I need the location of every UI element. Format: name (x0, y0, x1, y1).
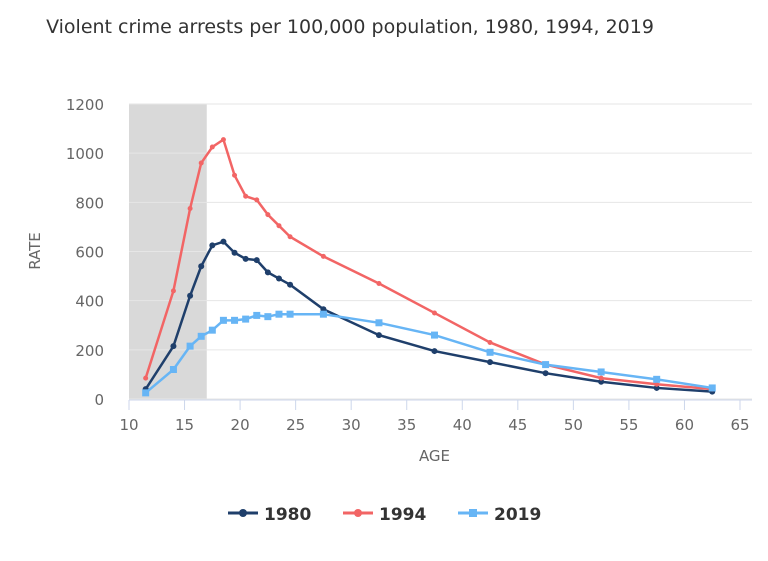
data-point-1980 (264, 269, 271, 276)
data-point-1980 (431, 348, 438, 355)
data-point-2019 (208, 326, 216, 334)
x-tick-label: 10 (119, 416, 138, 434)
x-tick-label: 30 (342, 416, 361, 434)
data-point-1994 (320, 253, 326, 259)
data-point-1980 (653, 384, 660, 391)
data-point-2019 (253, 311, 261, 319)
data-point-1994 (598, 375, 604, 381)
x-tick-label: 60 (675, 416, 694, 434)
x-tick-label: 45 (508, 416, 527, 434)
chart-title: Violent crime arrests per 100,000 popula… (46, 16, 654, 38)
data-point-1994 (198, 160, 204, 166)
data-point-2019 (431, 331, 438, 339)
x-tick-label: 25 (286, 416, 305, 434)
y-tick-label: 800 (75, 194, 104, 212)
y-tick-label: 200 (75, 342, 104, 360)
data-point-1994 (254, 197, 260, 203)
data-point-1980 (598, 378, 605, 385)
data-point-1994 (143, 375, 149, 381)
y-tick-label: 600 (75, 244, 104, 262)
legend-marker (354, 509, 362, 517)
data-point-1980 (375, 332, 382, 339)
y-tick-label: 1000 (66, 145, 104, 163)
x-axis-label: AGE (419, 447, 450, 465)
data-point-1980 (198, 263, 205, 270)
data-point-1980 (487, 359, 494, 366)
data-point-2019 (242, 315, 250, 323)
data-point-2019 (197, 332, 205, 340)
data-point-1994 (187, 205, 193, 211)
x-tick-label: 50 (564, 416, 583, 434)
data-point-2019 (169, 366, 177, 373)
data-point-2019 (231, 316, 239, 324)
data-point-1980 (542, 370, 549, 377)
data-point-1980 (187, 292, 194, 299)
legend-label-2019: 2019 (494, 505, 541, 525)
data-point-1994 (265, 212, 271, 218)
data-point-1994 (654, 381, 660, 387)
data-point-1994 (220, 137, 226, 143)
data-point-1980 (287, 281, 294, 288)
data-point-2019 (708, 384, 716, 392)
data-point-2019 (219, 316, 227, 324)
y-tick-label: 400 (75, 293, 104, 311)
x-tick-label: 20 (231, 416, 250, 434)
legend-label-1994: 1994 (379, 505, 426, 525)
data-point-2019 (142, 389, 150, 397)
data-point-1994 (432, 310, 437, 316)
x-tick-label: 55 (619, 416, 638, 434)
data-point-2019 (275, 310, 283, 318)
data-point-1980 (275, 275, 282, 282)
data-point-2019 (186, 342, 194, 350)
data-point-2019 (286, 310, 294, 318)
data-point-1994 (487, 339, 493, 345)
legend-marker (239, 509, 247, 517)
data-point-2019 (319, 310, 327, 318)
legend-label-1980: 1980 (264, 505, 311, 525)
data-point-1994 (243, 193, 249, 199)
series-line-1980 (144, 240, 713, 393)
x-tick-label: 40 (453, 416, 472, 434)
data-point-1980 (170, 343, 177, 350)
data-point-2019 (486, 348, 494, 356)
data-point-2019 (264, 313, 272, 321)
series-line-1994 (144, 137, 713, 391)
data-point-2019 (542, 361, 550, 369)
data-point-1980 (209, 242, 216, 249)
y-axis-label: RATE (26, 232, 44, 270)
y-tick-label: 0 (94, 391, 104, 409)
y-tick-label: 1200 (66, 96, 104, 114)
x-tick-label: 65 (730, 416, 749, 434)
data-point-1980 (253, 257, 260, 264)
data-point-1994 (287, 234, 293, 240)
legend-marker (469, 509, 477, 517)
data-point-1994 (170, 288, 176, 294)
data-point-1980 (220, 238, 227, 245)
data-point-2019 (653, 375, 661, 383)
data-point-1980 (231, 249, 238, 256)
data-point-1994 (376, 280, 382, 286)
data-point-1980 (242, 255, 249, 262)
data-point-1994 (209, 144, 215, 150)
x-tick-label: 15 (175, 416, 194, 434)
data-point-1994 (232, 172, 238, 178)
data-point-2019 (597, 368, 605, 376)
data-point-2019 (375, 319, 383, 327)
data-point-1994 (276, 223, 282, 229)
x-tick-label: 35 (397, 416, 416, 434)
